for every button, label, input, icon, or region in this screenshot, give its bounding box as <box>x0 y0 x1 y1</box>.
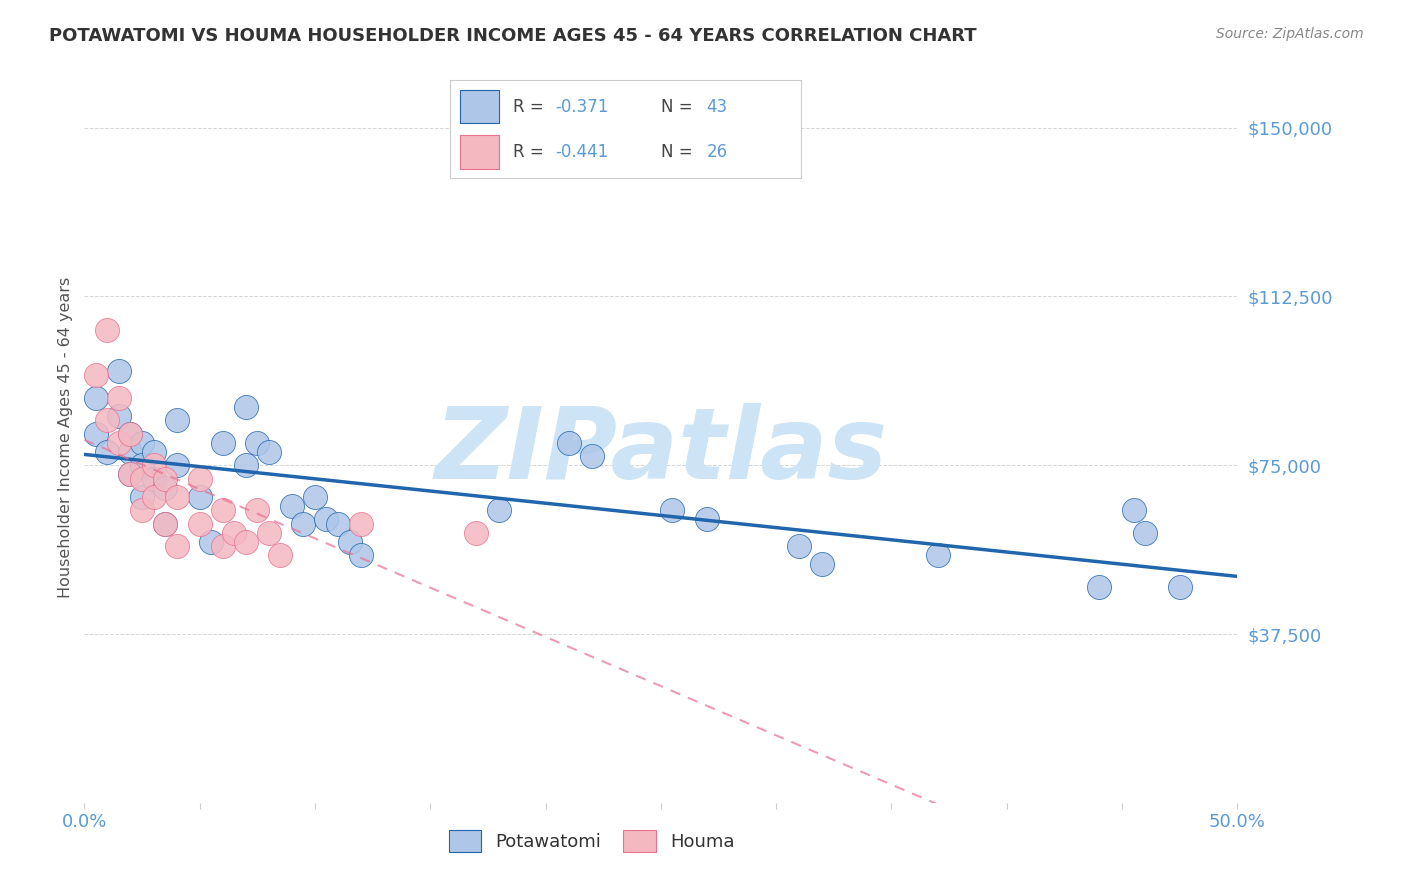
Point <box>281 499 304 513</box>
Point <box>96 323 118 337</box>
Text: Source: ZipAtlas.com: Source: ZipAtlas.com <box>1216 27 1364 41</box>
Point <box>120 467 142 482</box>
Point <box>153 472 176 486</box>
Point <box>153 516 176 531</box>
Point <box>108 409 131 423</box>
Point <box>84 391 107 405</box>
Point <box>120 444 142 458</box>
Point <box>465 525 488 540</box>
Point <box>166 490 188 504</box>
Point <box>166 413 188 427</box>
Point <box>235 534 257 549</box>
Point <box>1168 580 1191 594</box>
Legend: Potawatomi, Houma: Potawatomi, Houma <box>441 823 742 860</box>
Point <box>153 481 176 495</box>
Text: -0.441: -0.441 <box>555 143 609 161</box>
Point <box>188 472 211 486</box>
Point <box>120 426 142 441</box>
Text: -0.371: -0.371 <box>555 98 609 116</box>
Point <box>211 539 233 553</box>
Text: ZIPatlas: ZIPatlas <box>434 403 887 500</box>
Point <box>108 435 131 450</box>
Point <box>257 444 280 458</box>
Text: N =: N = <box>661 143 697 161</box>
Point <box>488 503 510 517</box>
Point <box>557 435 579 450</box>
Text: R =: R = <box>513 143 550 161</box>
Bar <box>461 136 499 169</box>
Point <box>1122 503 1144 517</box>
Point <box>96 413 118 427</box>
Point <box>131 458 153 473</box>
Point <box>246 503 269 517</box>
Point <box>581 449 603 463</box>
Point <box>1133 525 1156 540</box>
Point <box>188 490 211 504</box>
Point <box>142 472 165 486</box>
Point <box>304 490 326 504</box>
Point <box>131 472 153 486</box>
Point <box>350 548 373 562</box>
Point <box>120 426 142 441</box>
Point <box>257 525 280 540</box>
Point <box>211 503 233 517</box>
Point <box>224 525 246 540</box>
Point <box>235 400 257 414</box>
Text: R =: R = <box>513 98 550 116</box>
Point <box>142 490 165 504</box>
Point <box>153 516 176 531</box>
Point <box>787 539 810 553</box>
Point <box>131 435 153 450</box>
Point <box>108 364 131 378</box>
Point <box>142 444 165 458</box>
Point <box>339 534 361 549</box>
Point <box>811 558 834 572</box>
Bar <box>461 90 499 123</box>
Point <box>84 368 107 383</box>
Text: 43: 43 <box>707 98 728 116</box>
Point <box>108 391 131 405</box>
Point <box>326 516 349 531</box>
Point <box>120 467 142 482</box>
Point <box>927 548 949 562</box>
Point <box>131 490 153 504</box>
Point <box>211 435 233 450</box>
Text: 26: 26 <box>707 143 728 161</box>
Point <box>142 458 165 473</box>
Point <box>131 503 153 517</box>
Point <box>246 435 269 450</box>
Point <box>96 444 118 458</box>
Point <box>166 539 188 553</box>
Point <box>292 516 315 531</box>
Point <box>350 516 373 531</box>
Point <box>166 458 188 473</box>
Text: POTAWATOMI VS HOUMA HOUSEHOLDER INCOME AGES 45 - 64 YEARS CORRELATION CHART: POTAWATOMI VS HOUMA HOUSEHOLDER INCOME A… <box>49 27 977 45</box>
Y-axis label: Householder Income Ages 45 - 64 years: Householder Income Ages 45 - 64 years <box>58 277 73 598</box>
Point <box>84 426 107 441</box>
Point <box>188 516 211 531</box>
Point <box>235 458 257 473</box>
Point <box>661 503 683 517</box>
Text: N =: N = <box>661 98 697 116</box>
Point <box>269 548 291 562</box>
Point <box>315 512 337 526</box>
Point <box>696 512 718 526</box>
Point <box>1088 580 1111 594</box>
Point <box>200 534 222 549</box>
